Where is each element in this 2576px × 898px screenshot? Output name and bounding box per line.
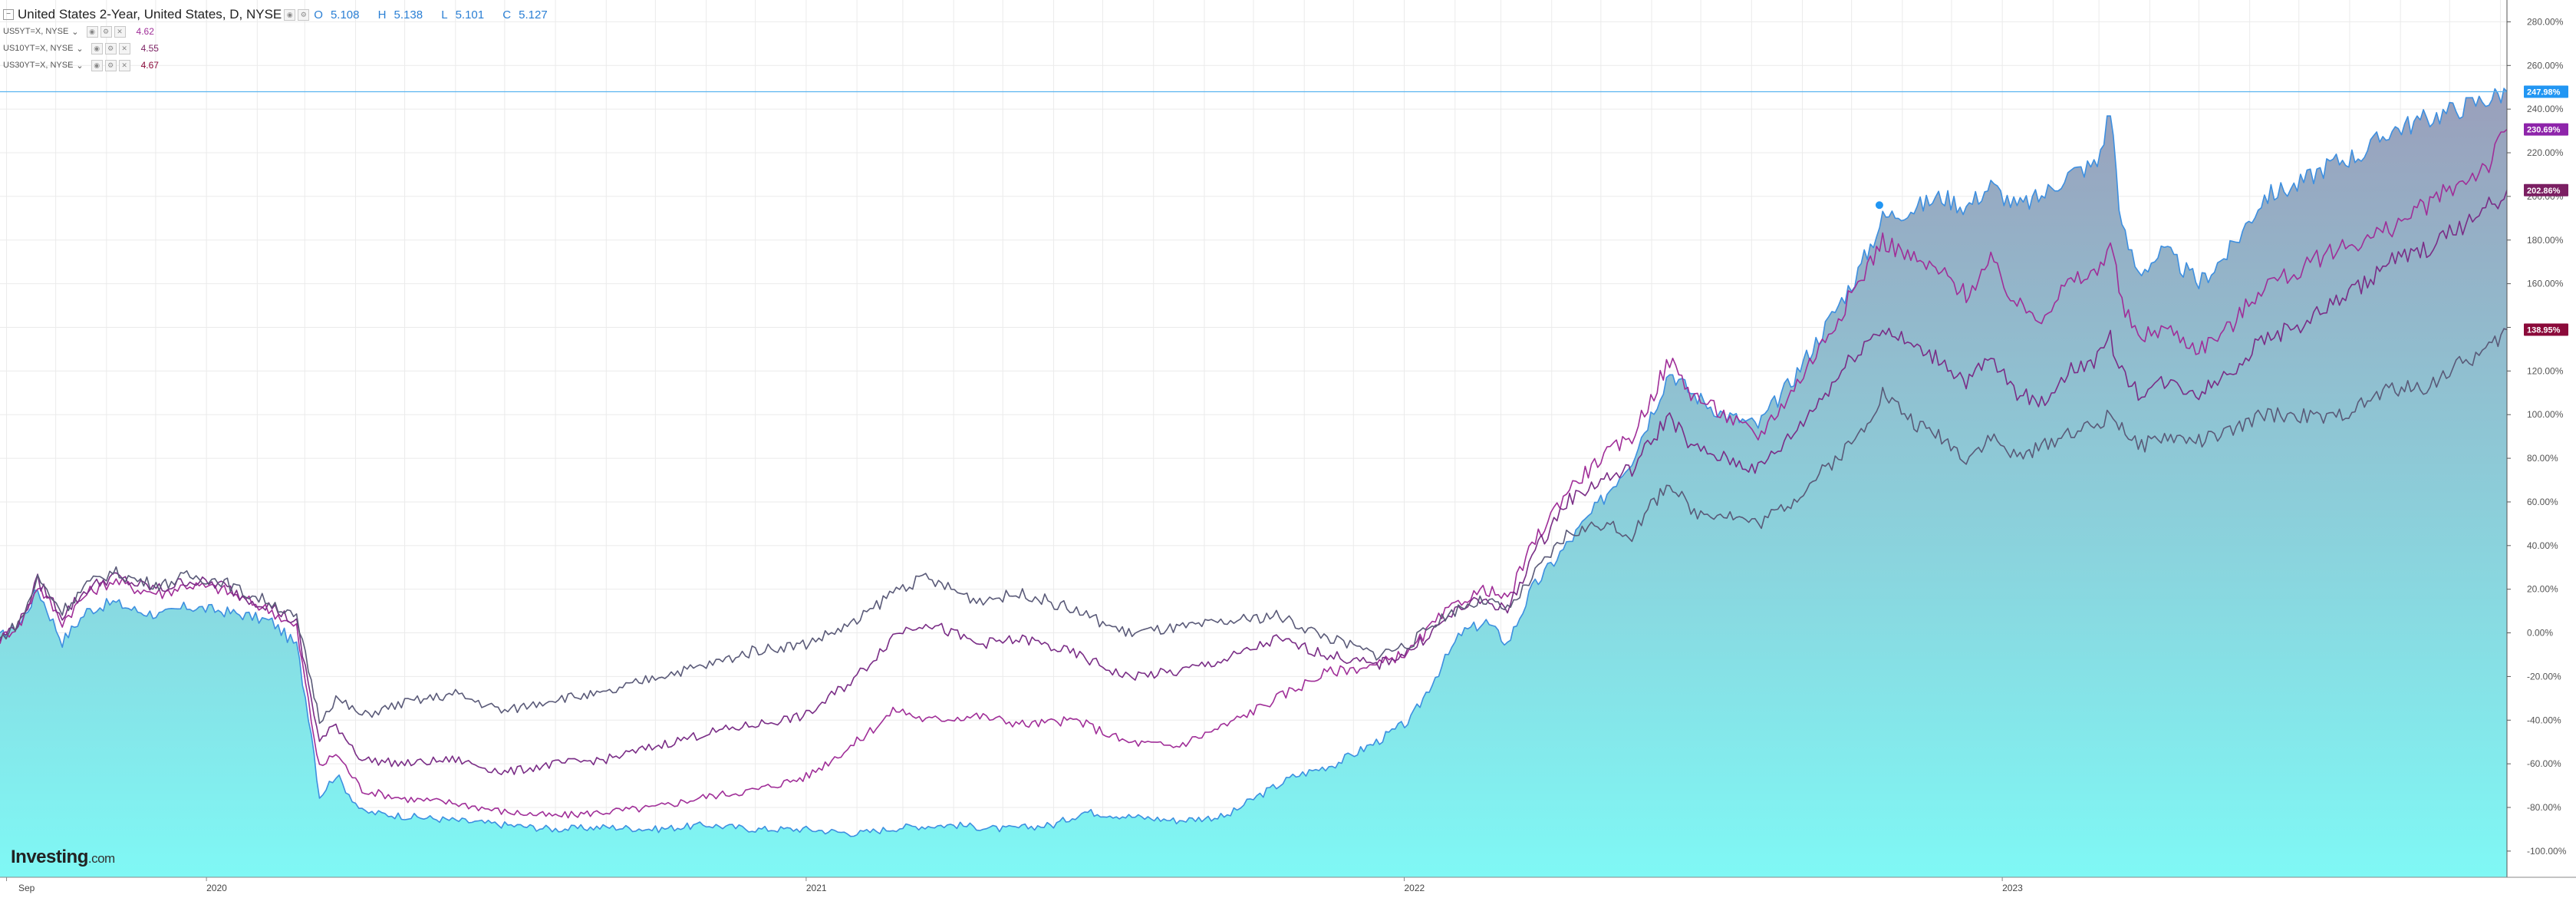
eye-icon[interactable]: ◉ (91, 59, 103, 71)
price-badge-label: 202.86% (2527, 187, 2561, 196)
open-value: 5.108 (330, 8, 360, 21)
x-tick-label: 2020 (206, 883, 227, 893)
price-badge-label: 247.98% (2527, 87, 2561, 97)
chevron-down-icon[interactable]: ⌄ (76, 44, 84, 54)
close-icon[interactable]: ✕ (114, 25, 126, 38)
price-badge: 138.95% (2524, 323, 2568, 336)
event-marker-icon[interactable] (1873, 200, 1885, 211)
eye-icon[interactable]: ◉ (284, 8, 296, 21)
price-badge-label: 230.69% (2527, 126, 2561, 135)
price-badge: 230.69% (2524, 123, 2568, 136)
settings-icon[interactable]: ⚙ (298, 8, 310, 21)
price-badge: 247.98% (2524, 85, 2568, 98)
close-icon[interactable]: ✕ (118, 42, 130, 54)
y-tick-label: 20.00% (2527, 584, 2558, 595)
eye-icon[interactable]: ◉ (91, 42, 103, 54)
y-tick-label: 80.00% (2527, 453, 2558, 464)
x-tick-label: 2021 (806, 883, 827, 893)
x-tick-label: 2022 (1405, 883, 1425, 893)
y-tick-label: 60.00% (2527, 497, 2558, 507)
price-badge-bg (2524, 85, 2568, 98)
legend-overlay-us30y: US30YT=X, NYSE ⌄ ◉ ⚙ ✕ 4.67 (3, 57, 563, 74)
x-tick-label: Sep (18, 883, 35, 893)
price-badge-bg (2524, 183, 2568, 196)
y-tick-label: 240.00% (2527, 104, 2564, 114)
settings-icon[interactable]: ⚙ (104, 42, 117, 54)
us2y-area (0, 87, 2507, 837)
us2y-area-fill (0, 88, 2507, 877)
y-tick-label: 280.00% (2527, 16, 2564, 27)
eye-icon[interactable]: ◉ (86, 25, 98, 38)
y-tick-label: 120.00% (2527, 365, 2564, 376)
legend-overlay-us5y: US5YT=X, NYSE ⌄ ◉ ⚙ ✕ 4.62 (3, 23, 563, 40)
chart-legend: − United States 2-Year, United States, D… (3, 6, 563, 74)
us5y-line (0, 128, 2507, 819)
settings-icon[interactable]: ⚙ (104, 59, 117, 71)
overlay-value: 4.55 (140, 43, 159, 54)
investing-logo: Investing.com (11, 847, 115, 867)
y-tick-label: -100.00% (2527, 846, 2567, 857)
y-tick-label: -20.00% (2527, 671, 2561, 682)
low-value: 5.101 (455, 8, 485, 21)
y-tick-label: -80.00% (2527, 802, 2561, 813)
legend-overlay-us10y: US10YT=X, NYSE ⌄ ◉ ⚙ ✕ 4.55 (3, 40, 563, 57)
price-badge-label: 138.95% (2527, 325, 2561, 335)
overlay-symbol: US10YT=X, NYSE (3, 44, 74, 53)
main-symbol-title: United States 2-Year, United States, D, … (18, 7, 282, 21)
overlay-value: 4.67 (140, 60, 159, 71)
price-badge: 202.86% (2524, 183, 2568, 196)
us30y-line (0, 328, 2507, 725)
price-badge-bg (2524, 323, 2568, 336)
x-tick-label: 2023 (2002, 883, 2023, 893)
chevron-down-icon[interactable]: ⌄ (76, 61, 84, 71)
chevron-down-icon[interactable]: ⌄ (71, 27, 79, 37)
y-tick-label: 260.00% (2527, 60, 2564, 71)
price-badges: 247.98% 230.69% 202.86% 138.95% (2524, 85, 2568, 336)
overlay-value: 4.62 (136, 26, 154, 37)
legend-main: − United States 2-Year, United States, D… (3, 6, 563, 23)
close-icon[interactable]: ✕ (118, 59, 130, 71)
y-tick-label: 220.00% (2527, 147, 2564, 158)
y-tick-label: -40.00% (2527, 715, 2561, 725)
high-value: 5.138 (394, 8, 423, 21)
ohlc-values: O 5.108 H 5.138 L 5.101 C 5.127 (314, 8, 548, 21)
us10y-line (0, 190, 2507, 775)
overlay-symbol: US5YT=X, NYSE (3, 27, 69, 36)
y-tick-label: 40.00% (2527, 540, 2558, 551)
settings-icon[interactable]: ⚙ (100, 25, 112, 38)
y-tick-label: 160.00% (2527, 279, 2564, 289)
collapse-legend-icon[interactable]: − (3, 9, 14, 20)
price-badge-bg (2524, 123, 2568, 136)
y-tick-label: 0.00% (2527, 628, 2553, 639)
y-tick-label: 100.00% (2527, 409, 2564, 420)
close-value: 5.127 (519, 8, 548, 21)
y-tick-label: 180.00% (2527, 235, 2564, 246)
overlay-symbol: US30YT=X, NYSE (3, 61, 74, 70)
y-tick-label: -60.00% (2527, 758, 2561, 769)
